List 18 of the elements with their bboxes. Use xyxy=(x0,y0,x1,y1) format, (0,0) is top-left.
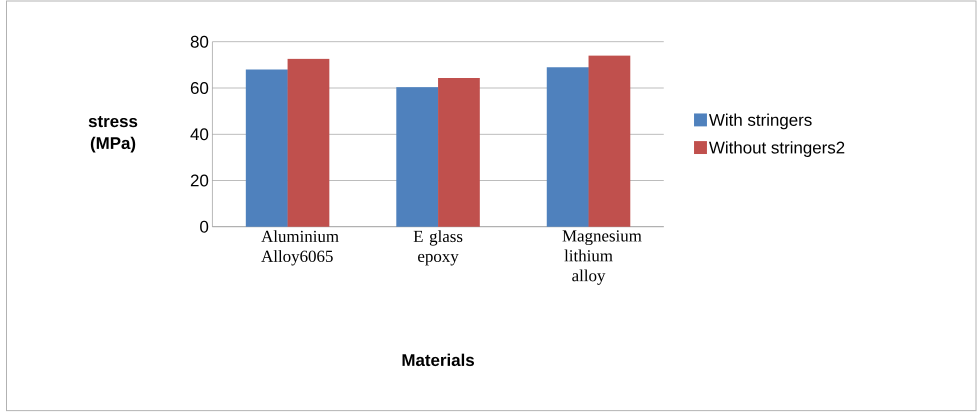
y-tick-label: 80 xyxy=(190,36,208,48)
x-axis-title: Materials xyxy=(402,354,474,366)
y-axis-title: stress (MPa) xyxy=(88,116,138,153)
y-tick-label: 60 xyxy=(190,82,208,94)
bar xyxy=(438,78,480,227)
bar xyxy=(546,67,589,227)
y-tick-label: 20 xyxy=(190,174,208,187)
legend-label: With stringers xyxy=(709,114,812,130)
bar xyxy=(396,87,438,227)
bar xyxy=(246,70,288,227)
x-tick-label: Aluminium Alloy6065 xyxy=(261,230,339,266)
legend-label: Without stringers2 xyxy=(709,141,844,158)
x-tick-label: E glass epoxy xyxy=(414,230,462,266)
y-tick-label: 40 xyxy=(190,128,208,140)
bar xyxy=(588,56,630,227)
x-tick-label: Magnesium lithium alloy xyxy=(562,230,642,285)
y-tick-label: 0 xyxy=(200,220,208,233)
bar xyxy=(288,59,330,227)
